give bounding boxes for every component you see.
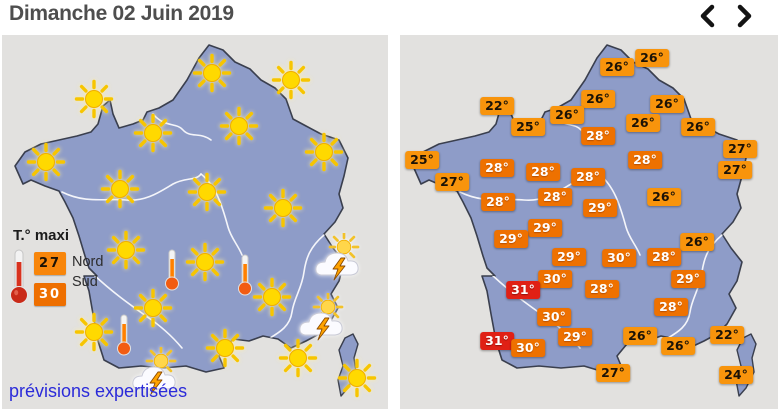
- thermometer-icon: [164, 249, 180, 291]
- temp-badge: 27°: [596, 364, 630, 382]
- temp-badge: 29°: [558, 328, 592, 346]
- chevron-right-icon: [737, 4, 752, 28]
- previsions-expertisees-link[interactable]: prévisions expertisées: [9, 381, 188, 401]
- sun-icon: [216, 103, 262, 149]
- temp-badge: 28°: [654, 298, 688, 316]
- temp-badge: 29°: [528, 219, 562, 237]
- temp-badge: 30°: [511, 339, 545, 357]
- sun-icon: [184, 169, 230, 215]
- thermometer-icon: [116, 314, 132, 356]
- storm-icon: [313, 231, 365, 281]
- temperature-badges-layer: 26° 26° 26° 26° 22° 26° 26° 26° 25° 28° 27° 25° 28° 2…: [400, 35, 778, 409]
- north-label: Nord: [72, 254, 104, 270]
- temp-badge: 28°: [481, 193, 515, 211]
- temp-badge: 29°: [671, 270, 705, 288]
- storm-icon: [130, 345, 182, 395]
- temp-badge: 29°: [552, 248, 586, 266]
- page-title: Dimanche 02 Juin 2019: [9, 2, 234, 25]
- legend-title: T.° maxi: [13, 227, 70, 244]
- temp-badge: 27°: [718, 161, 752, 179]
- temp-badge: 26°: [650, 95, 684, 113]
- temp-badge: 26°: [581, 90, 615, 108]
- temp-badge: 31°: [480, 332, 514, 350]
- temp-badge: 28°: [647, 248, 681, 266]
- sun-icon: [97, 166, 143, 212]
- storm-icon: [297, 291, 349, 341]
- temp-badge: 28°: [538, 188, 572, 206]
- date-navigation: [698, 4, 754, 28]
- temp-badge: 26°: [681, 118, 715, 136]
- temp-badge: 28°: [571, 168, 605, 186]
- sun-icon: [334, 355, 380, 401]
- sun-icon: [103, 227, 149, 273]
- temp-badge: 26°: [661, 337, 695, 355]
- sun-icon: [301, 129, 347, 175]
- header: Dimanche 02 Juin 2019: [0, 0, 780, 35]
- weather-symbols-map-panel: T.° maxi 27 Nord 30 Sud prévisions exper…: [2, 35, 388, 409]
- temp-badge: 30°: [538, 270, 572, 288]
- temp-badge: 22°: [710, 326, 744, 344]
- sun-icon: [275, 335, 321, 381]
- chevron-left-icon: [700, 4, 715, 28]
- sun-icon: [189, 50, 235, 96]
- temp-badge: 26°: [550, 106, 584, 124]
- temp-badge: 25°: [511, 118, 545, 136]
- sun-icon: [202, 325, 248, 371]
- temp-badge: 27°: [435, 173, 469, 191]
- temp-badge: 26°: [680, 233, 714, 251]
- sun-icon: [260, 185, 306, 231]
- temp-badge: 29°: [494, 230, 528, 248]
- weather-icons-layer: [2, 35, 388, 409]
- temp-badge: 26°: [600, 58, 634, 76]
- temp-badge: 30°: [537, 308, 571, 326]
- temperature-legend: T.° maxi 27 Nord 30 Sud: [8, 227, 128, 319]
- temp-badge: 24°: [719, 366, 753, 384]
- sun-icon: [130, 110, 176, 156]
- thermometer-icon: [8, 249, 30, 305]
- next-day-button[interactable]: [734, 4, 754, 28]
- thermometer-icon: [237, 254, 253, 296]
- temp-badge: 30°: [602, 249, 636, 267]
- temp-badge: 28°: [581, 127, 615, 145]
- temp-badge: 26°: [647, 188, 681, 206]
- sun-icon: [23, 139, 69, 185]
- temp-badge: 26°: [635, 49, 669, 67]
- previous-day-button[interactable]: [698, 4, 718, 28]
- sun-icon: [71, 76, 117, 122]
- temp-badge: 28°: [526, 163, 560, 181]
- temp-badge: 22°: [480, 97, 514, 115]
- temperature-map-panel: 26° 26° 26° 26° 22° 26° 26° 26° 25° 28° 27° 25° 28° 2…: [400, 35, 778, 409]
- temp-badge: 28°: [628, 151, 662, 169]
- temp-badge: 27°: [723, 140, 757, 158]
- south-label: Sud: [72, 274, 98, 290]
- north-max-temperature: 27: [34, 252, 66, 275]
- sun-icon: [71, 309, 117, 355]
- temp-badge: 26°: [623, 327, 657, 345]
- sun-icon: [249, 274, 295, 320]
- temp-badge: 25°: [405, 151, 439, 169]
- temp-badge: 28°: [480, 159, 514, 177]
- sun-icon: [268, 57, 314, 103]
- temp-badge: 28°: [585, 280, 619, 298]
- sun-icon: [130, 285, 176, 331]
- sun-icon: [182, 239, 228, 285]
- temp-badge: 31°: [506, 281, 540, 299]
- temp-badge: 29°: [583, 199, 617, 217]
- south-max-temperature: 30: [34, 283, 66, 306]
- temp-badge: 26°: [626, 114, 660, 132]
